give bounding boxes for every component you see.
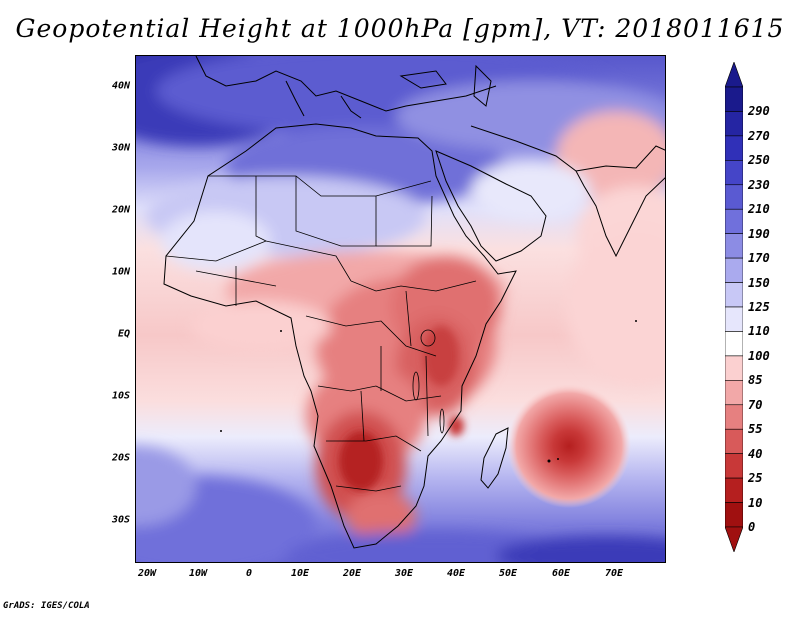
country-borders xyxy=(165,175,477,492)
field-shading xyxy=(136,56,665,562)
credit-text: GrADS: IGES/COLA xyxy=(3,601,90,611)
map-panel xyxy=(135,55,666,563)
colorbar-label: 250 xyxy=(748,153,770,168)
lat-label-20s: 20S xyxy=(111,452,130,464)
colorbar-label: 290 xyxy=(748,104,770,119)
colorbar-label: 270 xyxy=(748,128,770,143)
lon-label-60e: 60E xyxy=(551,568,571,579)
colorbar-box xyxy=(725,160,743,186)
colorbar-label: 230 xyxy=(748,177,770,192)
colorbar-box xyxy=(725,331,743,357)
colorbar-label: 40 xyxy=(748,446,763,461)
colorbar-box xyxy=(725,233,743,259)
lon-label-50e: 50E xyxy=(498,568,518,579)
colorbar-label: 10 xyxy=(748,495,763,510)
colorbar-label: 110 xyxy=(748,324,770,339)
field-detail xyxy=(339,326,464,491)
colorbar-box xyxy=(725,306,743,332)
geopotential-map xyxy=(136,56,665,562)
colorbar-label: 70 xyxy=(748,397,763,412)
colorbar-label: 125 xyxy=(748,300,770,314)
colorbar-box xyxy=(725,502,743,528)
lat-label-10s: 10S xyxy=(111,390,130,402)
colorbar-box xyxy=(725,135,743,161)
colorbar-box xyxy=(725,453,743,479)
colorbar-label: 210 xyxy=(748,202,770,217)
colorbar-box xyxy=(725,282,743,308)
lon-label-40e: 40E xyxy=(446,568,466,579)
colorbar-box xyxy=(725,477,743,503)
lat-label-eq: EQ xyxy=(117,328,130,340)
colorbar-label: 0 xyxy=(748,520,756,534)
lon-label-0: 0 xyxy=(245,568,253,579)
lon-label-20w: 20W xyxy=(137,568,157,579)
colorbar-box xyxy=(725,86,743,112)
colorbar-label: 100 xyxy=(748,348,770,363)
lat-label-20n: 20N xyxy=(111,204,130,216)
colorbar-box xyxy=(725,111,743,137)
colorbar-label: 55 xyxy=(748,422,763,437)
lon-label-10e: 10E xyxy=(290,568,310,579)
colorbar xyxy=(725,62,743,552)
colorbar-label: 85 xyxy=(748,373,763,388)
colorbar-box xyxy=(725,208,743,234)
colorbar-box xyxy=(725,380,743,406)
colorbar-box xyxy=(725,404,743,430)
lon-label-30e: 30E xyxy=(394,568,414,579)
colorbar-box xyxy=(725,355,743,381)
map-title: Geopotential Height at 1000hPa [gpm], VT… xyxy=(15,14,785,43)
lat-label-40n: 40N xyxy=(111,80,130,92)
islands xyxy=(220,320,637,463)
colorbar-label: 150 xyxy=(748,275,770,290)
colorbar-box xyxy=(725,257,743,283)
coastlines xyxy=(163,56,665,549)
lon-label-10w: 10W xyxy=(188,568,208,579)
colorbar-top-arrow xyxy=(725,62,743,88)
lat-label-30n: 30N xyxy=(111,142,130,154)
colorbar-label: 170 xyxy=(748,251,770,266)
colorbar-box xyxy=(725,184,743,210)
lakes xyxy=(412,329,445,434)
colorbar-label: 25 xyxy=(748,471,763,486)
lat-label-30s: 30S xyxy=(111,514,130,526)
lon-label-70e: 70E xyxy=(604,568,624,579)
lon-label-20e: 20E xyxy=(342,568,362,579)
lat-label-10n: 10N xyxy=(111,266,130,278)
colorbar-label: 190 xyxy=(748,226,770,241)
low-pressure-center xyxy=(507,384,631,508)
colorbar-bottom-arrow xyxy=(725,526,743,552)
colorbar-box xyxy=(725,428,743,454)
